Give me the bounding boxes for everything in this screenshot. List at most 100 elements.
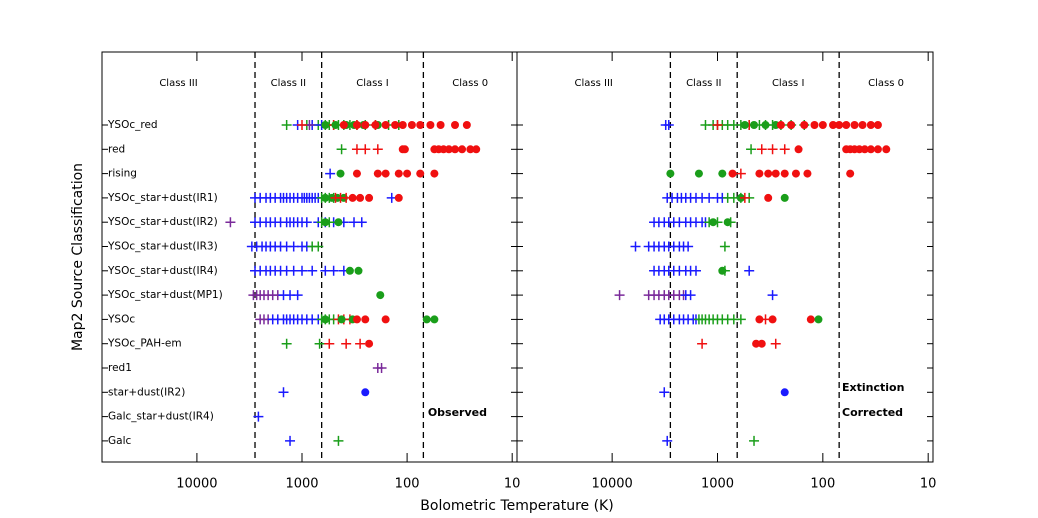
point	[780, 193, 789, 202]
point	[444, 145, 453, 154]
y-axis-label: Map2 Source Classification	[70, 163, 86, 351]
point	[662, 435, 673, 446]
point	[365, 193, 374, 202]
point	[355, 338, 366, 349]
annotation: Extinction	[842, 381, 904, 394]
point	[791, 169, 800, 178]
point	[321, 193, 330, 202]
point	[873, 121, 882, 129]
point	[356, 217, 367, 228]
point	[381, 169, 390, 178]
point	[365, 339, 374, 348]
point	[324, 338, 335, 349]
point	[685, 290, 696, 301]
category-label: YSOc_star+dust(MP1)	[107, 289, 223, 301]
point	[394, 169, 403, 178]
point	[371, 121, 380, 129]
point	[334, 218, 343, 227]
point	[337, 315, 346, 324]
point	[352, 169, 361, 178]
point	[746, 144, 757, 155]
category-label: Galc	[108, 435, 131, 447]
point	[735, 314, 746, 325]
point	[752, 339, 761, 348]
point	[764, 193, 773, 202]
point	[416, 121, 425, 129]
point	[663, 120, 674, 130]
point	[281, 338, 292, 349]
class-label: Class II	[686, 78, 721, 89]
point	[336, 169, 345, 178]
point	[253, 411, 264, 422]
point	[348, 193, 357, 202]
category-label: star+dust(IR2)	[108, 386, 185, 398]
point	[787, 121, 796, 129]
point	[331, 121, 340, 129]
point	[800, 121, 809, 129]
point	[866, 121, 875, 129]
category-label: YSOc_red	[107, 119, 158, 131]
point	[278, 387, 289, 398]
point	[352, 121, 361, 129]
category-label: red	[108, 143, 125, 155]
point	[314, 338, 325, 349]
point	[345, 266, 354, 275]
point	[719, 265, 730, 276]
point	[352, 315, 361, 324]
point	[451, 121, 460, 129]
point	[719, 241, 730, 252]
x-tick-label: 100	[395, 477, 420, 492]
point	[281, 120, 292, 130]
point	[842, 121, 851, 129]
point	[373, 169, 382, 178]
class-label: Class II	[271, 78, 306, 89]
point	[333, 435, 344, 446]
point	[666, 169, 675, 178]
point	[356, 193, 365, 202]
point	[398, 121, 407, 129]
point	[873, 145, 882, 154]
point	[704, 192, 715, 203]
point	[829, 121, 838, 129]
point	[430, 169, 439, 178]
point	[776, 121, 785, 129]
x-tick-label: 100	[810, 477, 835, 492]
point	[297, 265, 308, 276]
point	[794, 145, 803, 154]
point	[376, 363, 387, 373]
class-label: Class 0	[868, 78, 904, 89]
point	[850, 121, 859, 129]
point	[297, 120, 308, 130]
x-axis-label: Bolometric Temperature (K)	[420, 498, 613, 514]
point	[767, 144, 778, 155]
point	[422, 315, 431, 324]
point	[690, 265, 701, 276]
point	[307, 265, 318, 276]
point	[694, 169, 703, 178]
point	[321, 121, 330, 129]
point	[630, 241, 641, 252]
category-label: rising	[108, 168, 137, 180]
x-tick-label: 10	[920, 477, 937, 492]
point	[768, 315, 777, 324]
point	[341, 338, 352, 349]
point	[818, 121, 827, 129]
point	[683, 241, 694, 252]
point	[403, 169, 412, 178]
category-label: YSOc_star+dust(IR3)	[107, 241, 218, 253]
category-label: YSOc_star+dust(IR1)	[107, 192, 218, 204]
point	[761, 121, 770, 129]
point	[858, 121, 867, 129]
point	[466, 145, 475, 154]
point	[614, 290, 625, 301]
point	[803, 169, 812, 178]
class-label: Class III	[575, 78, 613, 89]
point	[321, 218, 330, 227]
point	[735, 168, 746, 179]
point	[285, 435, 296, 446]
point	[321, 315, 330, 324]
point	[360, 144, 371, 155]
point	[780, 169, 789, 178]
point	[755, 315, 764, 324]
